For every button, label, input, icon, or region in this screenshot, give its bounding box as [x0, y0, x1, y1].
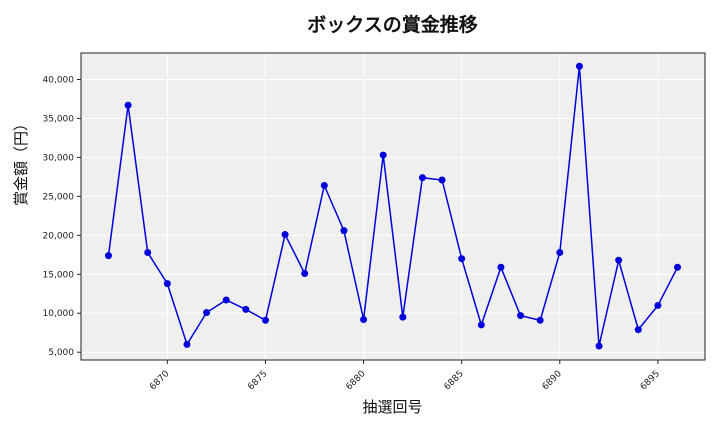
x-axis-label: 抽選回号: [362, 398, 423, 416]
data-point: [674, 263, 682, 271]
x-tick-label: 6890: [541, 369, 564, 392]
x-tick-label: 6880: [344, 369, 367, 392]
data-point: [517, 312, 525, 320]
data-point: [242, 305, 250, 313]
data-point: [379, 151, 387, 159]
data-point: [281, 231, 289, 239]
data-point: [458, 255, 466, 263]
data-point: [634, 326, 642, 334]
x-axis-ticks: 6870 6875 6880 6885 6890 6895: [148, 360, 662, 392]
y-tick-label: 20,000: [43, 231, 75, 241]
x-tick-label: 6870: [148, 369, 171, 392]
data-point: [418, 174, 426, 182]
plot-frame: [80, 52, 706, 361]
y-axis-ticks: 5,000 10,000 15,000 20,000 25,000 30,000 35,00…: [43, 75, 81, 358]
data-point: [124, 101, 132, 109]
data-point: [399, 313, 407, 321]
data-point: [575, 62, 583, 70]
x-tick-label: 6885: [443, 369, 466, 392]
data-point: [104, 252, 112, 260]
data-point: [497, 263, 505, 271]
data-point: [261, 316, 269, 324]
data-point: [222, 296, 230, 304]
series-markers: [104, 62, 682, 350]
data-point: [203, 308, 211, 316]
data-point: [360, 315, 368, 323]
y-tick-label: 10,000: [43, 309, 75, 319]
y-tick-label: 30,000: [43, 153, 75, 163]
series-line: [107, 66, 679, 347]
data-point: [320, 181, 328, 189]
data-point: [477, 321, 485, 329]
x-tick-label: 6875: [246, 369, 269, 392]
chart-title: ボックスの賞金推移: [307, 14, 478, 36]
y-axis-label: 賞金額（円）: [12, 115, 30, 206]
data-point: [556, 248, 564, 256]
data-point: [595, 342, 603, 350]
data-point: [438, 176, 446, 184]
data-point: [183, 340, 191, 348]
y-tick-label: 15,000: [43, 270, 75, 280]
plot-area: [81, 53, 705, 360]
data-point: [144, 248, 152, 256]
y-tick-label: 40,000: [43, 75, 75, 85]
data-point: [615, 256, 623, 264]
data-point: [163, 280, 171, 288]
data-point: [301, 270, 309, 278]
y-tick-label: 25,000: [43, 192, 75, 202]
y-tick-label: 5,000: [48, 348, 74, 358]
data-point: [536, 316, 544, 324]
y-tick-label: 35,000: [43, 114, 75, 124]
data-point: [340, 227, 348, 235]
x-tick-label: 6895: [639, 369, 662, 392]
data-point: [654, 301, 662, 309]
